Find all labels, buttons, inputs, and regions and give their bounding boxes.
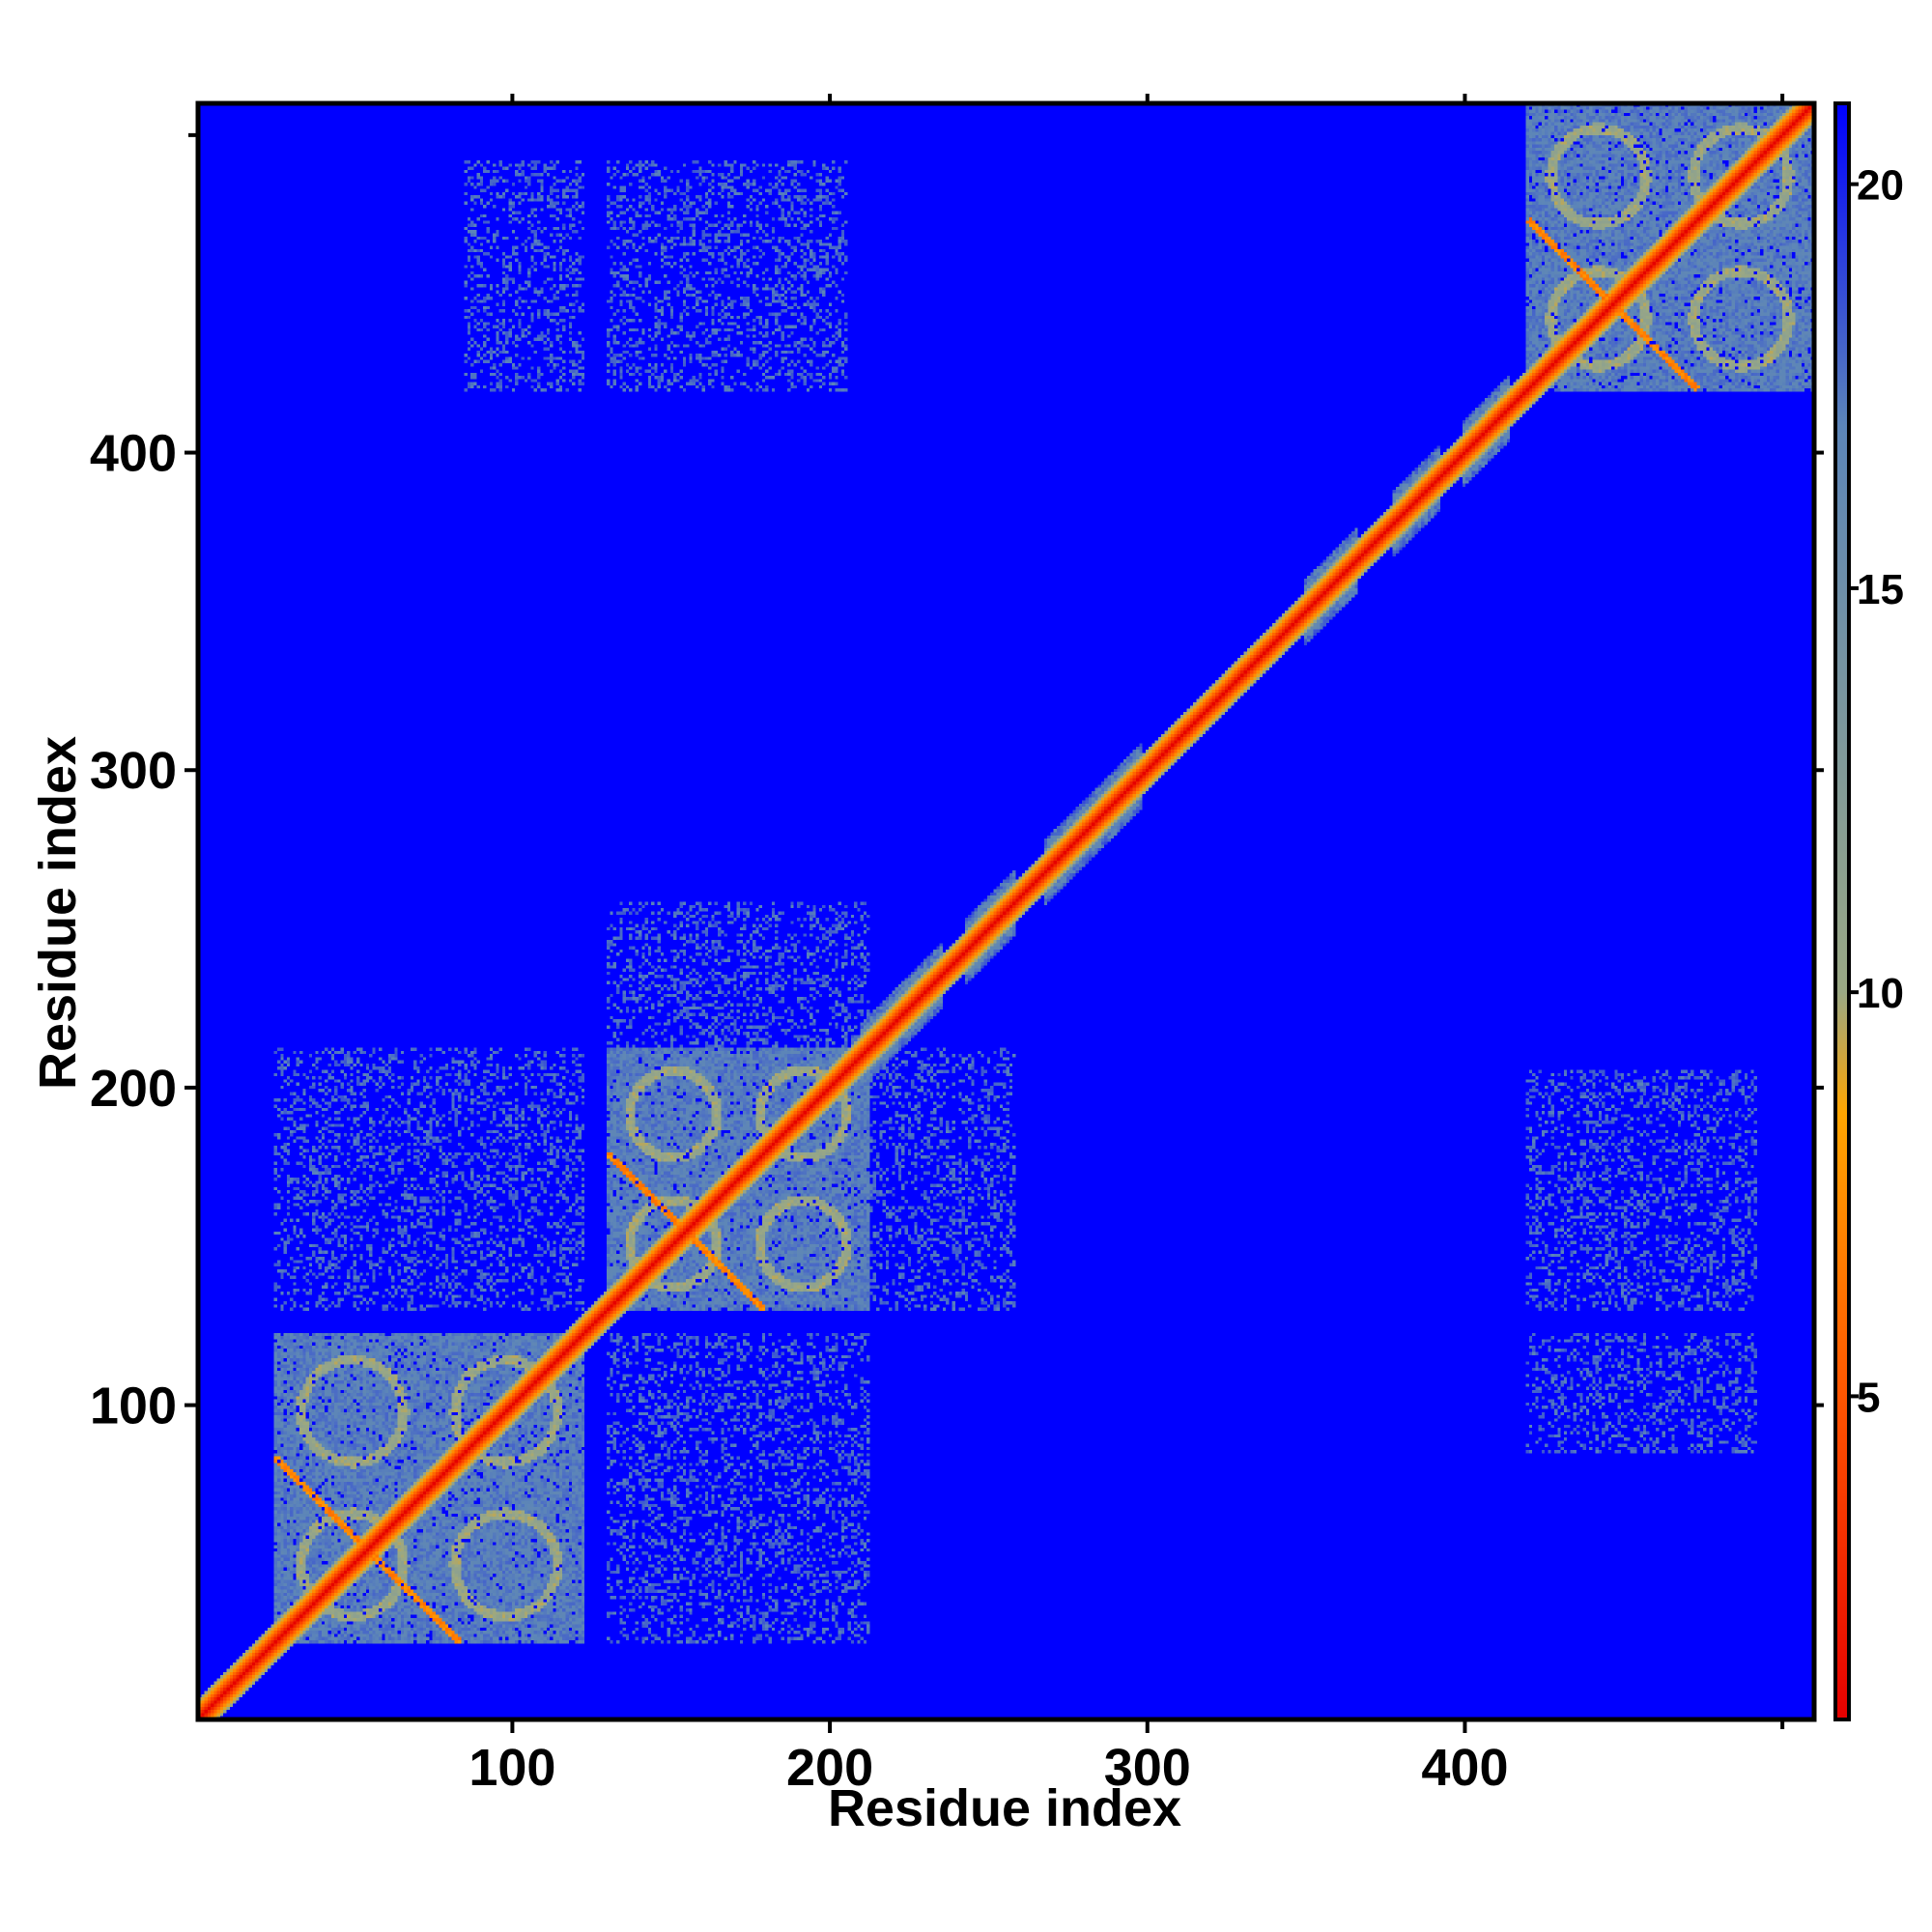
x-tick-label: 200 <box>786 1739 873 1797</box>
colorbar-tick-label: 5 <box>1857 1374 1880 1421</box>
y-tick-label: 300 <box>90 742 177 800</box>
y-tick-label: 100 <box>90 1378 177 1435</box>
y-tick-label: 200 <box>90 1060 177 1118</box>
heatmap-cells <box>198 103 1814 1719</box>
colorbar-gradient <box>1833 101 1851 1721</box>
x-tick-label: 100 <box>469 1739 555 1797</box>
colorbar-tick-label: 15 <box>1857 566 1904 613</box>
colorbar-tick-label: 20 <box>1857 162 1904 210</box>
heatmap-plot-area <box>198 103 1814 1719</box>
x-axis-title: Residue index <box>828 1779 1181 1837</box>
y-tick-label: 400 <box>90 425 177 483</box>
plot-frame <box>195 100 1817 1722</box>
x-tick-label: 400 <box>1421 1739 1508 1797</box>
x-tick-label: 300 <box>1104 1739 1191 1797</box>
colorbar: 5 10 15 20 <box>1833 101 1904 1721</box>
axes: 100 200 300 400 100 200 300 400 <box>90 94 1824 1797</box>
colorbar-tick-label: 10 <box>1857 970 1904 1017</box>
y-axis-title: Residue index <box>29 736 87 1090</box>
